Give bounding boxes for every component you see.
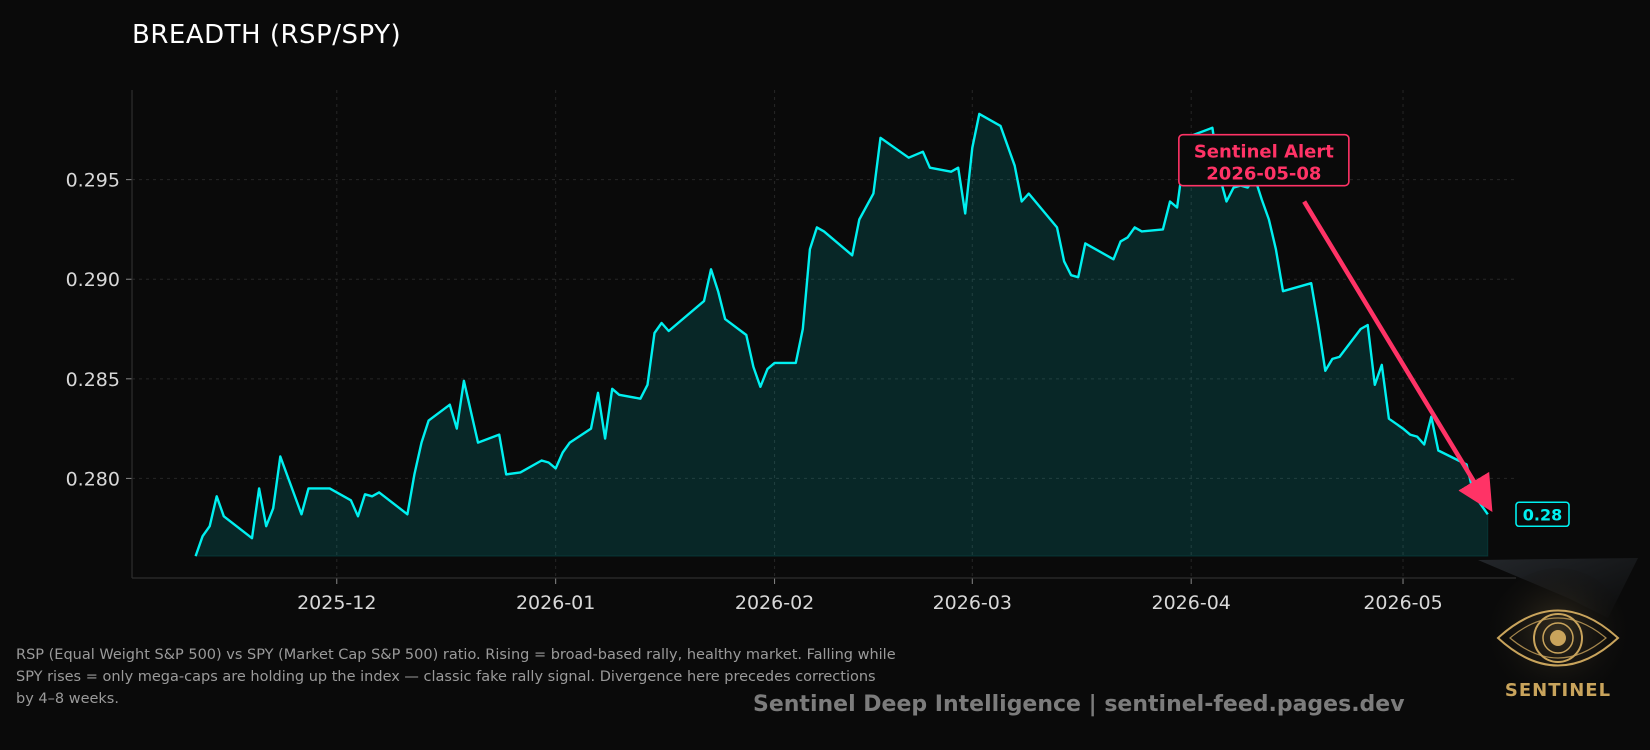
x-tick-label: 2026-05 <box>1363 592 1442 614</box>
alert-date: 2026-05-08 <box>1206 164 1321 185</box>
chart-title: BREADTH (RSP/SPY) <box>132 20 402 50</box>
eye-icon <box>1496 609 1620 667</box>
footer-credit: Sentinel Deep Intelligence | sentinel-fe… <box>753 692 1405 717</box>
last-value-box <box>1515 501 1570 528</box>
y-tick-label: 0.285 <box>66 369 120 391</box>
y-tick-label: 0.290 <box>66 269 120 291</box>
series-line <box>194 112 1489 557</box>
alert-box <box>1178 133 1350 187</box>
grid-lines <box>132 90 1516 578</box>
x-tick-label: 2026-01 <box>516 592 595 614</box>
axes <box>126 90 1516 584</box>
plot-area <box>194 112 1489 557</box>
y-tick-label: 0.295 <box>66 170 120 192</box>
x-tick-label: 2026-02 <box>735 592 814 614</box>
tick-labels: 0.280 0.285 0.290 0.295 2025-12 2026-01 2026-0… <box>66 170 1443 614</box>
y-tick-label: 0.280 <box>66 468 120 490</box>
sentinel-logo: SENTINEL <box>1478 558 1638 708</box>
x-tick-label: 2026-04 <box>1151 592 1230 614</box>
x-tick-label: 2026-03 <box>933 592 1012 614</box>
logo-wordmark: SENTINEL <box>1505 680 1611 701</box>
last-value-label: 0.28 <box>1523 505 1562 524</box>
x-tick-label: 2025-12 <box>297 592 376 614</box>
alert-arrow <box>1302 200 1493 512</box>
chart-description: RSP (Equal Weight S&P 500) vs SPY (Marke… <box>16 647 896 707</box>
alert-title: Sentinel Alert <box>1194 142 1334 163</box>
